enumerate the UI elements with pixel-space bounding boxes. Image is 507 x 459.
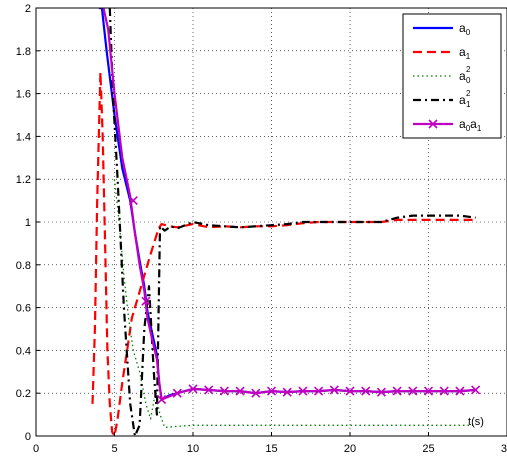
y-tick-label: 0.6 xyxy=(16,303,31,315)
series-line-a0a1 xyxy=(102,8,476,401)
x-tick-label: 30 xyxy=(501,443,507,455)
series-layer xyxy=(91,8,481,436)
grid-lines xyxy=(36,8,507,436)
series-marker-a0a1 xyxy=(361,386,371,396)
x-tick-label: 5 xyxy=(111,443,117,455)
series-marker-a0a1 xyxy=(251,388,261,398)
series-marker-a0a1 xyxy=(235,386,245,396)
x-tick-label: 25 xyxy=(422,443,434,455)
x-tick-label: 0 xyxy=(33,443,39,455)
series-marker-a0a1 xyxy=(439,386,449,396)
y-tick-label: 1.2 xyxy=(16,174,31,186)
legend-label: a0 xyxy=(459,21,471,37)
y-tick-label: 1.6 xyxy=(16,89,31,101)
series-marker-a0a1 xyxy=(266,386,277,396)
series-marker-a0a1 xyxy=(204,385,214,395)
series-line-a1^2 xyxy=(108,8,476,436)
legend-box xyxy=(402,13,502,139)
y-tick-label: 1.4 xyxy=(16,131,31,143)
legend-label: a2 1 xyxy=(459,89,471,109)
series-marker-a0a1 xyxy=(141,296,151,306)
legend-label: a1 xyxy=(459,45,471,61)
series-line-a1 xyxy=(91,71,476,436)
series-marker-a0a1 xyxy=(345,386,355,396)
series-marker-a0a1 xyxy=(376,387,386,397)
series-marker-a0a1 xyxy=(408,386,418,396)
y-tick-label: 0 xyxy=(25,431,31,443)
axis-ticks: 0 5 10 15 20 25 30 0 0.2 0.4 0.6 0.8 1 1.2 1.4 1.6 1.8 2 xyxy=(16,3,507,455)
y-tick-label: 2 xyxy=(25,3,31,15)
series-marker-a0a1 xyxy=(423,386,434,396)
series-marker-a0a1 xyxy=(172,388,182,398)
x-tick-label: 15 xyxy=(265,443,277,455)
y-tick-label: 0.4 xyxy=(16,345,31,357)
series-marker-a0a1 xyxy=(188,384,198,394)
y-tick-label: 0.2 xyxy=(16,388,31,400)
series-marker-a0a1 xyxy=(128,196,138,206)
series-marker-a0a1 xyxy=(455,386,465,396)
y-tick-label: 1 xyxy=(25,217,31,229)
x-tick-label: 20 xyxy=(344,443,356,455)
series-marker-a0a1 xyxy=(157,395,167,405)
series-marker-a0a1 xyxy=(282,387,292,397)
series-marker-a0a1 xyxy=(329,385,339,395)
series-marker-a0a1 xyxy=(392,386,402,396)
x-tick-label: 10 xyxy=(187,443,199,455)
legend-label: a0a1 xyxy=(459,117,482,133)
series-marker-a0a1 xyxy=(471,385,481,395)
series-marker-a0a1 xyxy=(298,386,308,396)
y-tick-label: 1.8 xyxy=(16,46,31,58)
legend-label: a2 0 xyxy=(459,65,471,85)
series-marker-a0a1 xyxy=(314,386,324,396)
x-axis-label: t(s) xyxy=(468,416,484,428)
series-line-a0^2 xyxy=(113,179,476,429)
y-tick-label: 0.8 xyxy=(16,260,31,272)
series-marker-a0a1 xyxy=(219,386,229,396)
